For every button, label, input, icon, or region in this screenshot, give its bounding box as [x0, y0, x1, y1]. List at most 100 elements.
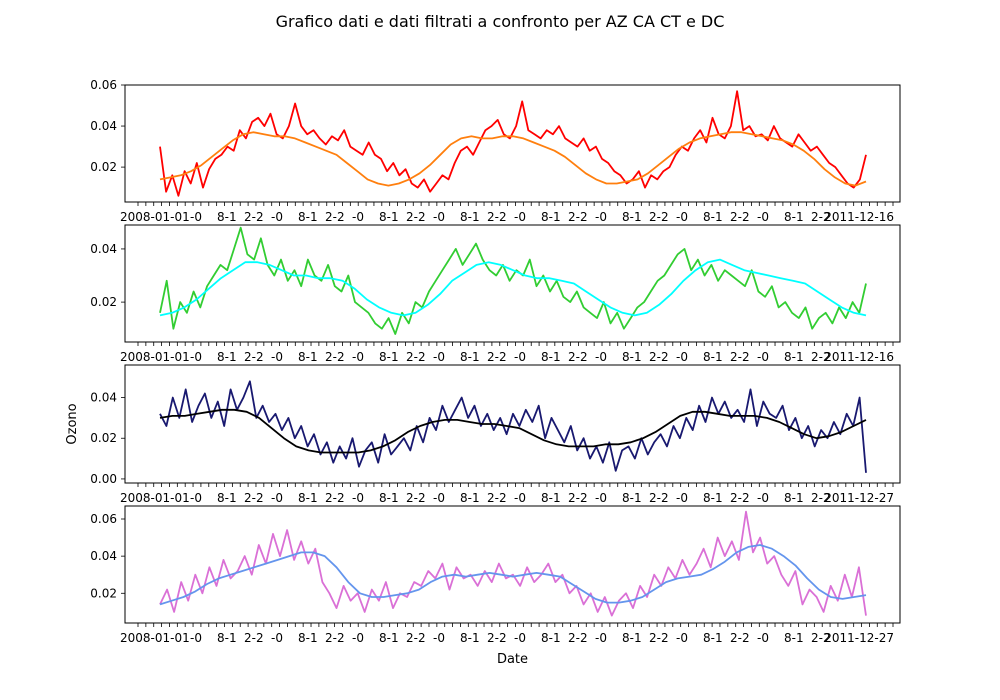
panel-az-raw-series-line [159, 90, 867, 197]
panel-az-x-tick-label: -0 [190, 210, 202, 224]
panel-dc-x-tick-label: 2-2 [811, 631, 831, 645]
panel-ct-x-tick-label: 2-2 [730, 491, 750, 505]
panel-az-filtered-series-line [159, 131, 867, 187]
panel-dc-x-tick-label: 2-2 [730, 631, 750, 645]
panel-ct-x-tick-label: 8-1 [703, 491, 723, 505]
panel-dc-x-tick-label-last: 2011-12-27 [824, 631, 894, 645]
panel-ca-x-tick-label: 2-2 [811, 350, 831, 364]
panel-ca-x-tick-label: -0 [433, 350, 445, 364]
panel-dc-x-tick-label: 8-1 [460, 631, 480, 645]
panel-az-x-tick-label: 2-2 [811, 210, 831, 224]
panel-az-x-tick-label: 8-1 [622, 210, 642, 224]
panel-dc-x-tick-label: 2-2 [244, 631, 264, 645]
panel-dc-x-tick-label: 2-2 [649, 631, 669, 645]
panel-ca-x-tick-label: -0 [514, 350, 526, 364]
panel-ca-x-tick-label: -0 [676, 350, 688, 364]
panel-ct-x-tick-label: 8-1 [460, 491, 480, 505]
panel-az-x-tick-label: 2-2 [730, 210, 750, 224]
panel-ct-y-tick-label: 0.04 [90, 391, 117, 405]
panel-az-x-tick-label: -0 [676, 210, 688, 224]
panel-dc-x-tick-label: -0 [271, 631, 283, 645]
panel-dc-x-axis-label: Date [497, 652, 528, 667]
panel-ct-x-tick-label: 2-2 [244, 491, 264, 505]
panel-ca-x-tick-label: 2-2 [730, 350, 750, 364]
panel-ct-x-tick-label: 2-2 [568, 491, 588, 505]
panel-az-y-tick-label: 0.02 [90, 160, 117, 174]
panel-ct-x-tick-label: -0 [676, 491, 688, 505]
panel-dc-x-tick-label: -0 [190, 631, 202, 645]
panel-ca-raw-series-line [159, 226, 867, 335]
panel-ct-filtered-series-line [159, 408, 867, 454]
panel-ca-y-tick-label: 0.04 [90, 242, 117, 256]
panel-ct-x-tick-label: -0 [514, 491, 526, 505]
panel-ca-x-tick-label: 2-2 [568, 350, 588, 364]
panel-az-x-tick-label: -0 [595, 210, 607, 224]
panel-az-x-tick-label: -0 [433, 210, 445, 224]
panel-ct-raw-series-line [159, 380, 867, 473]
panel-dc-x-tick-label: 2-2 [487, 631, 507, 645]
panel-dc-x-tick-label: -0 [595, 631, 607, 645]
panel-ca-x-tick-label: 8-1 [460, 350, 480, 364]
panel-dc-axes-frame [124, 505, 901, 624]
panel-dc-x-tick-label: -0 [352, 631, 364, 645]
panel-ct-x-tick-label: 2-2 [487, 491, 507, 505]
panel-az-x-tick-label: 2-2 [487, 210, 507, 224]
panel-ct-y-axis-label: Ozono [65, 403, 80, 444]
panel-ca-x-tick-label: 8-1 [784, 350, 804, 364]
panel-dc-y-tick-label: 0.06 [90, 512, 117, 526]
panel-dc-y-tick-label: 0.02 [90, 586, 117, 600]
panel-ca-x-tick-label: 8-1 [298, 350, 318, 364]
panel-az-x-tick-label-last: 2011-12-16 [824, 210, 894, 224]
panel-dc-x-tick-label-first: 2008-01-01 [120, 631, 190, 645]
panel-ca-x-tick-label: -0 [757, 350, 769, 364]
panel-dc-x-tick-label: 8-1 [541, 631, 561, 645]
panel-az-x-tick-label: -0 [757, 210, 769, 224]
panel-az-x-tick-label: 8-1 [460, 210, 480, 224]
panel-dc-x-tick-label: -0 [757, 631, 769, 645]
panel-ct-x-tick-label: 2-2 [649, 491, 669, 505]
panel-ca-x-tick-label: -0 [271, 350, 283, 364]
panel-az-y-tick-label: 0.06 [90, 78, 117, 92]
panel-ca-x-tick-label: 2-2 [325, 350, 345, 364]
panel-ct-x-tick-label: 8-1 [217, 491, 237, 505]
panel-dc-x-tick-label: 8-1 [784, 631, 804, 645]
panel-dc-x-tick-label: 8-1 [298, 631, 318, 645]
panel-az-x-tick-label: -0 [352, 210, 364, 224]
panel-az-x-tick-label: 8-1 [703, 210, 723, 224]
panel-ct-y-tick-label: 0.02 [90, 431, 117, 445]
panel-ca-x-tick-label: -0 [352, 350, 364, 364]
panel-ct-x-tick-label: -0 [352, 491, 364, 505]
panel-az-x-tick-label: -0 [514, 210, 526, 224]
panel-ca-x-tick-label: 2-2 [649, 350, 669, 364]
panel-dc-x-tick-label: -0 [433, 631, 445, 645]
panel-az-x-tick-label: 2-2 [649, 210, 669, 224]
panel-dc-raw-series-line [159, 510, 867, 617]
panel-az-x-tick-label: 2-2 [568, 210, 588, 224]
panel-az-x-tick-label: 2-2 [406, 210, 426, 224]
panel-ct-x-tick-label: -0 [271, 491, 283, 505]
panel-dc-x-tick-label: 8-1 [217, 631, 237, 645]
panel-az-x-tick-label: 8-1 [541, 210, 561, 224]
panel-ca-y-tick-label: 0.02 [90, 295, 117, 309]
panel-az-x-tick-label: 2-2 [325, 210, 345, 224]
panel-ca-axes-frame [124, 224, 901, 343]
panel-ct-x-tick-label: -0 [190, 491, 202, 505]
panel-dc-filtered-series-line [159, 544, 867, 606]
panel-dc-x-tick-label: 2-2 [406, 631, 426, 645]
panel-ct-axes-frame [124, 364, 901, 484]
panel-ca-x-tick-label: 2-2 [244, 350, 264, 364]
panel-ca-x-tick-label: 2-2 [487, 350, 507, 364]
panel-ca-x-tick-label-last: 2011-12-16 [824, 350, 894, 364]
panel-az-x-tick-label: 8-1 [298, 210, 318, 224]
panel-dc-x-tick-label: -0 [514, 631, 526, 645]
panel-ca-filtered-series-line [159, 258, 867, 317]
panel-ct-x-tick-label: 2-2 [406, 491, 426, 505]
panel-az-x-tick-label: -0 [271, 210, 283, 224]
panel-ct-x-tick-label: 8-1 [622, 491, 642, 505]
panel-ct-x-tick-label: 8-1 [541, 491, 561, 505]
panel-ca-x-tick-label: 8-1 [541, 350, 561, 364]
panel-ca-x-tick-label: 8-1 [379, 350, 399, 364]
figure-title: Grafico dati e dati filtrati a confronto… [275, 12, 725, 31]
panel-ct-x-tick-label: 2-2 [325, 491, 345, 505]
